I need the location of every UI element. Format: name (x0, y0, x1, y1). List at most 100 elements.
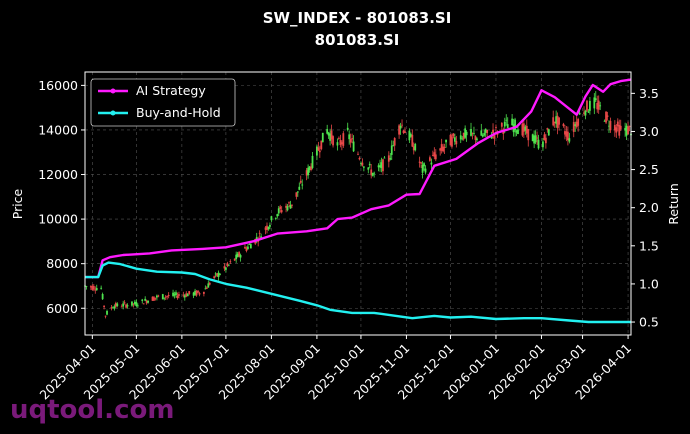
candle-body (175, 292, 177, 296)
candle-body (239, 255, 242, 258)
candle-body (382, 159, 384, 172)
candle-body (484, 128, 487, 133)
tick-label-y2: 0.5 (639, 315, 659, 330)
tick-label-y: 8000 (46, 256, 78, 271)
candle-body (464, 128, 467, 138)
candle-body (285, 205, 287, 208)
candle-body (553, 121, 556, 123)
candle-body (183, 295, 186, 298)
candle-body (214, 273, 217, 275)
legend-marker-buy-and-hold (110, 110, 116, 116)
candle-body (373, 172, 376, 174)
candle-body (451, 136, 453, 147)
candle-body (462, 132, 465, 140)
candle-body (387, 155, 390, 162)
candle-body (453, 137, 456, 142)
candle-body (136, 305, 139, 307)
candle-body (500, 122, 503, 127)
candle-body (154, 297, 157, 299)
candle-body (288, 202, 290, 204)
candle-body (558, 117, 560, 125)
candle-body (238, 252, 241, 257)
candle-body (197, 290, 199, 293)
candle-body (307, 167, 309, 176)
candle-body (393, 138, 396, 146)
candle-body (142, 303, 145, 305)
candle-body (216, 273, 218, 277)
candle-body (94, 289, 97, 291)
candle-body (360, 163, 362, 164)
candle-body (202, 291, 205, 294)
candle-body (326, 129, 329, 134)
candle-body (204, 288, 207, 290)
candle-body (398, 125, 400, 135)
candle-body (471, 132, 474, 134)
candle-body (342, 133, 345, 146)
candle-body (618, 124, 621, 136)
candle-body (178, 294, 180, 296)
candle-body (291, 204, 293, 206)
candle-body (167, 295, 170, 297)
candle-body (198, 293, 201, 295)
candle-body (505, 119, 508, 121)
candle-body (103, 305, 105, 308)
candle-body (227, 264, 230, 266)
tick-label-y: 6000 (46, 301, 78, 316)
candle-body (434, 154, 437, 160)
legend-label-ai-strategy: AI Strategy (136, 83, 206, 98)
candle-body (578, 112, 581, 115)
candle-body (339, 140, 342, 146)
candle-body (439, 148, 442, 151)
candle-body (280, 210, 283, 213)
candle-body (475, 138, 478, 141)
candle-body (298, 186, 301, 190)
candle-body (442, 146, 445, 152)
series-line-buy-and-hold (85, 261, 631, 324)
candle-body (229, 261, 232, 263)
candle-body (338, 137, 340, 139)
candle-body (574, 124, 577, 127)
candle-body (135, 302, 138, 307)
candle-body (276, 214, 279, 217)
candle-body (533, 135, 536, 144)
candle-body (244, 246, 246, 249)
candle-body (166, 296, 169, 297)
candle-body (132, 303, 135, 305)
candle-body (616, 121, 619, 127)
series-line-ai-strategy (85, 78, 632, 279)
candle-body (144, 298, 147, 301)
tick-label-y2: 3.0 (639, 124, 659, 139)
candle-body (267, 227, 270, 230)
candle-body (511, 118, 514, 126)
candle-body (420, 162, 423, 164)
candle-body (311, 155, 314, 168)
candle-body (188, 291, 191, 294)
candle-body (492, 129, 494, 134)
candle-body (565, 131, 568, 137)
tick-label-y: 16000 (38, 78, 78, 93)
candle-body (455, 141, 458, 145)
candle-body (389, 158, 392, 160)
candle-body (474, 135, 477, 140)
candle-body (91, 285, 94, 290)
candle-body (555, 116, 558, 124)
candle-body (182, 294, 185, 296)
candle-body (320, 140, 323, 150)
candle-body (371, 172, 374, 176)
candle-body (628, 125, 631, 127)
candle-body (583, 112, 585, 114)
right-axis-ticks: 0.5 1.0 1.5 2.0 2.5 3.0 3.5 (631, 86, 659, 330)
candle-body (185, 293, 188, 297)
candle-body (506, 124, 509, 129)
candle-body (445, 139, 447, 143)
candle-body (401, 124, 403, 126)
candle-body (605, 111, 607, 123)
candle-body (327, 132, 330, 136)
candle-body (423, 163, 425, 167)
candle-body (409, 133, 412, 137)
candle-body (208, 282, 211, 285)
candle-body (524, 126, 527, 131)
candle-body (301, 184, 304, 186)
candle-body (379, 165, 381, 168)
